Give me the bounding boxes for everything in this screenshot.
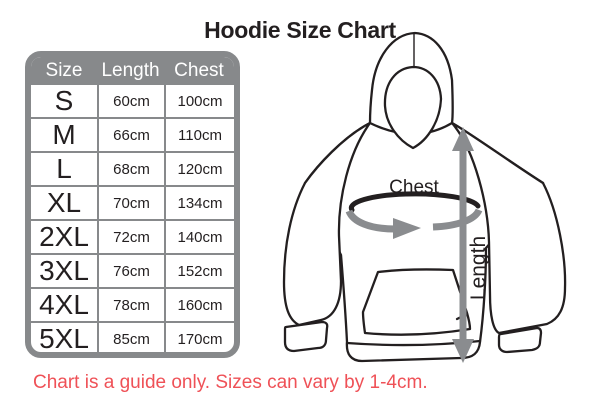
page-title: Hoodie Size Chart <box>204 17 396 43</box>
size-cell: M <box>52 119 76 150</box>
length-cell: 76cm <box>97 255 164 287</box>
length-cell: 78cm <box>97 289 164 321</box>
size-cell: 5XL <box>39 323 89 354</box>
table-row: 2XL 72cm 140cm <box>31 219 234 253</box>
length-cell: 72cm <box>97 221 164 253</box>
left-cuff <box>283 320 329 353</box>
table-row: L 68cm 120cm <box>31 151 234 185</box>
chest-cell: 152cm <box>164 255 234 287</box>
chest-label: Chest <box>389 177 439 198</box>
right-sleeve <box>450 121 567 335</box>
chest-cell: 170cm <box>164 323 234 352</box>
table-row: M 66cm 110cm <box>31 117 234 151</box>
length-cell: 85cm <box>97 323 164 352</box>
table-row: 3XL 76cm 152cm <box>31 253 234 287</box>
header-chest: Chest <box>174 60 224 81</box>
size-table-body: S 60cm 100cm M 66cm 110cm L 68cm 120cm XL 70cm 134c… <box>31 85 234 354</box>
chest-cell: 110cm <box>164 119 234 151</box>
size-cell: XL <box>46 187 82 218</box>
length-cell: 70cm <box>97 187 164 219</box>
chest-cell: 160cm <box>164 289 234 321</box>
chest-cell: 134cm <box>164 187 234 219</box>
chest-measure-arc-bottom <box>345 209 396 233</box>
chest-cell: 100cm <box>164 85 234 117</box>
length-arrowhead-up-icon <box>452 127 474 151</box>
size-cell: 2XL <box>39 221 89 252</box>
header-length: Length <box>101 60 160 81</box>
size-cell: 4XL <box>39 289 89 320</box>
kangaroo-pocket <box>361 268 472 336</box>
length-label: Length <box>467 236 490 300</box>
chest-arrowhead-icon <box>393 218 421 239</box>
table-row: 5XL 85cm 170cm <box>31 321 234 354</box>
length-cell: 60cm <box>97 85 164 117</box>
table-row: 4XL 78cm 160cm <box>31 287 234 321</box>
size-table-header: Size Length Chest <box>31 57 234 85</box>
hood-face-opening <box>383 65 443 150</box>
table-row: XL 70cm 134cm <box>31 185 234 219</box>
chest-measure-arc-top <box>348 191 481 213</box>
length-cell: 68cm <box>97 153 164 185</box>
disclaimer-note: Chart is a guide only. Sizes can vary by… <box>33 372 428 393</box>
chest-cell: 140cm <box>164 221 234 253</box>
chest-cell: 120cm <box>164 153 234 185</box>
table-row: S 60cm 100cm <box>31 85 234 117</box>
size-cell: S <box>54 85 74 116</box>
left-sleeve <box>282 121 372 327</box>
size-table: Size Length Chest S 60cm 100cm M 66cm 110cm L 6… <box>25 51 240 358</box>
length-cell: 66cm <box>97 119 164 151</box>
header-size: Size <box>45 60 83 81</box>
size-cell: L <box>56 153 72 184</box>
hoodie-diagram: Chest Length <box>282 31 567 363</box>
length-arrowhead-down-icon <box>452 339 474 363</box>
right-cuff <box>497 326 543 354</box>
size-cell: 3XL <box>39 255 89 286</box>
